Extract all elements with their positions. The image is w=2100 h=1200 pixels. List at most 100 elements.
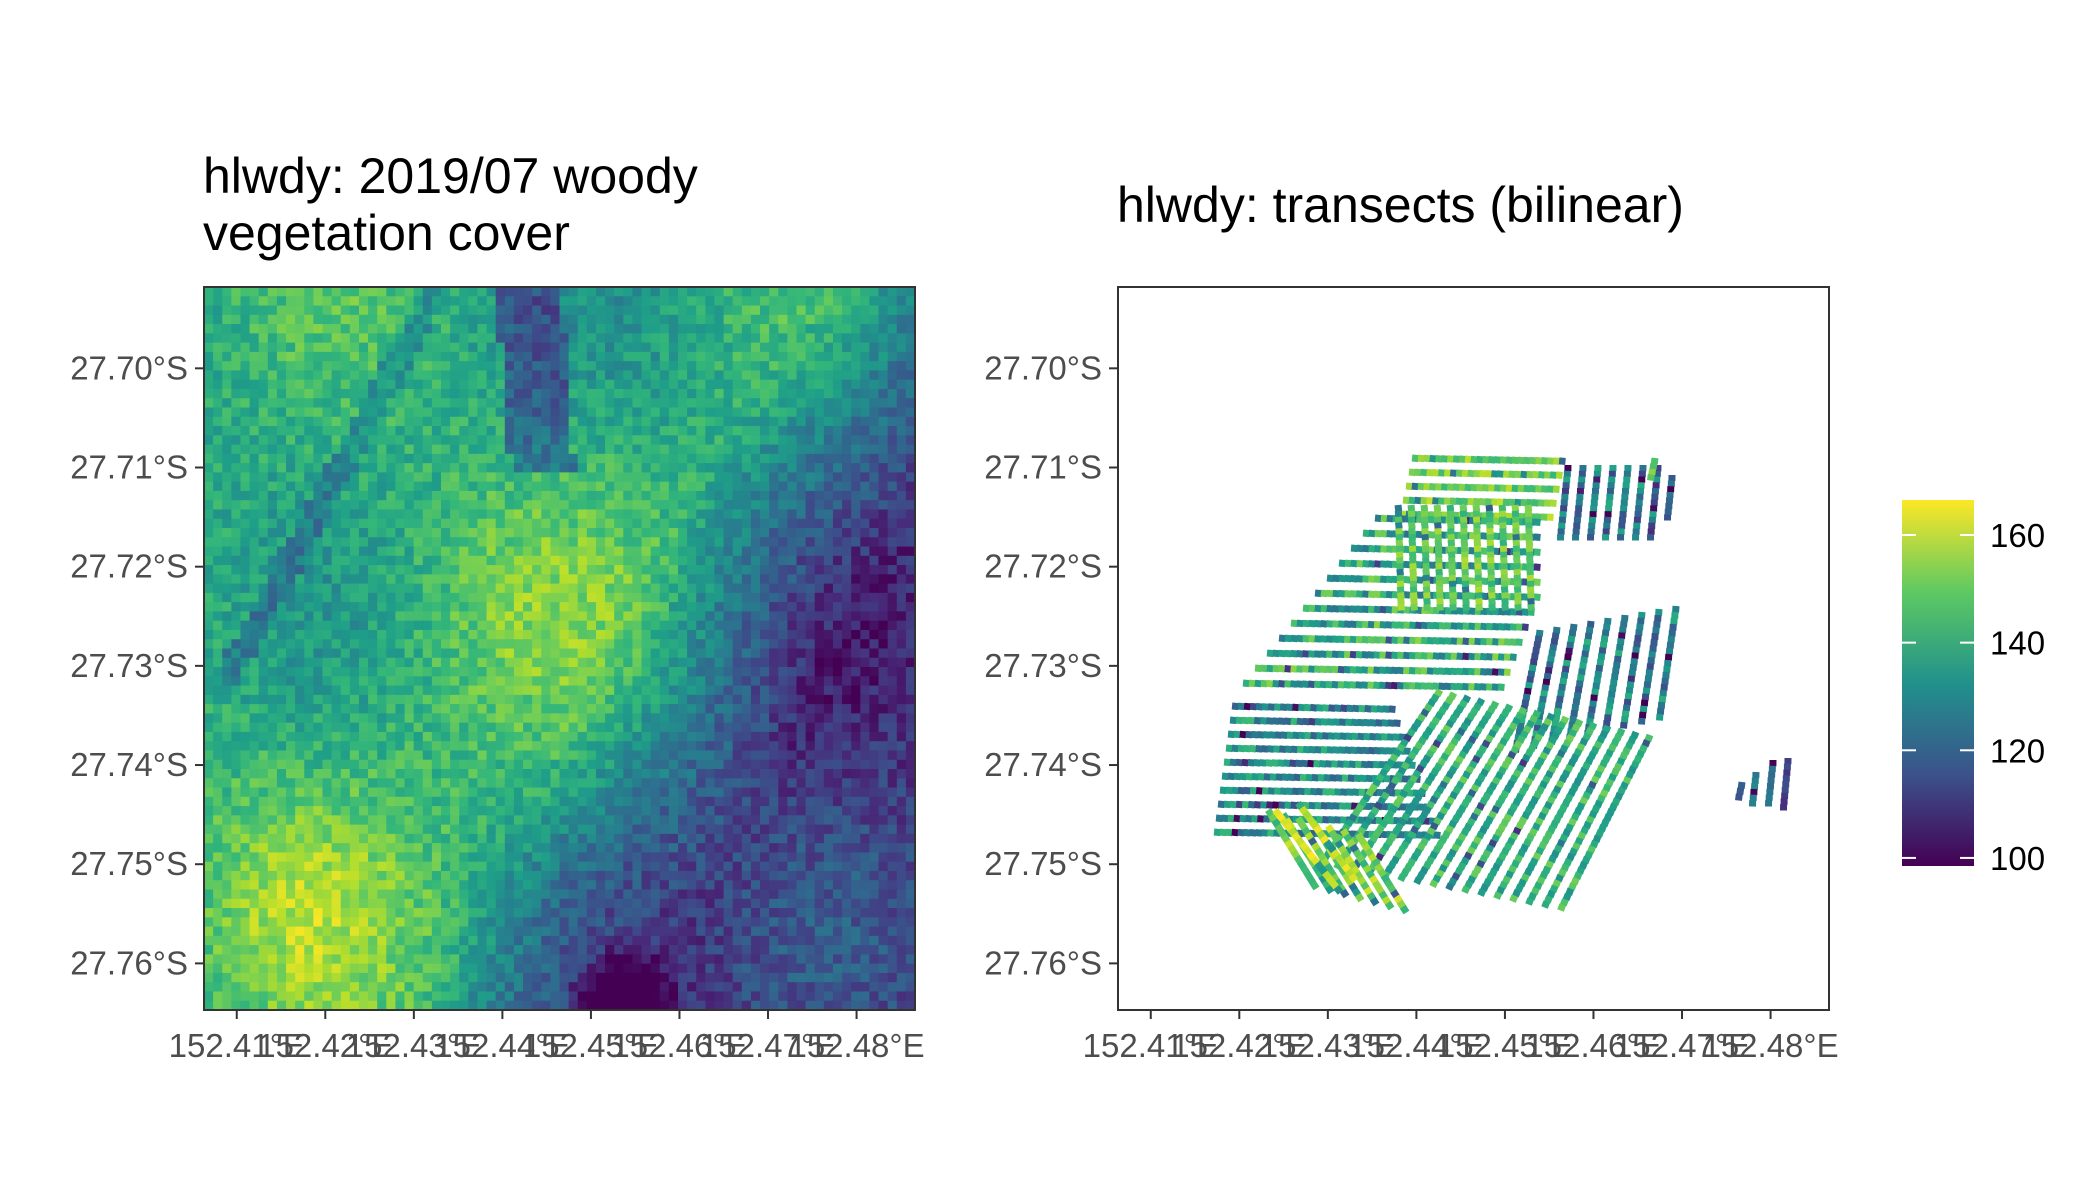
heatmap-cell	[222, 500, 232, 511]
heatmap-cell	[832, 583, 843, 594]
heatmap-cell	[213, 731, 223, 742]
heatmap-cell	[896, 463, 907, 473]
heatmap-cell	[750, 481, 761, 492]
heatmap-cell	[796, 472, 807, 483]
heatmap-cell	[668, 472, 679, 483]
heatmap-cell	[641, 676, 652, 687]
heatmap-cell	[386, 611, 397, 622]
heatmap-cell	[377, 435, 387, 446]
heatmap-cell	[760, 518, 770, 529]
heatmap-cell	[340, 296, 351, 307]
heatmap-cell	[605, 796, 615, 807]
heatmap-cell	[851, 750, 861, 761]
heatmap-cell	[349, 778, 360, 789]
heatmap-cell	[787, 333, 798, 344]
heatmap-cell	[605, 398, 615, 409]
heatmap-cell	[450, 574, 460, 585]
heatmap-cell	[668, 722, 679, 733]
heatmap-cell	[204, 731, 214, 742]
heatmap-cell	[431, 537, 442, 548]
heatmap-cell	[595, 676, 606, 687]
heatmap-cell	[340, 481, 351, 492]
heatmap-cell	[532, 287, 542, 297]
heatmap-cell	[851, 287, 861, 297]
heatmap-cell	[231, 426, 242, 436]
heatmap-cell	[459, 500, 469, 511]
heatmap-cell	[459, 602, 469, 613]
heatmap-cell	[477, 731, 488, 742]
heatmap-cell	[650, 583, 661, 594]
heatmap-cell	[404, 796, 415, 807]
heatmap-cell	[513, 407, 524, 418]
heatmap-cell	[641, 824, 652, 835]
heatmap-cell	[586, 463, 597, 473]
heatmap-cell	[586, 287, 597, 297]
heatmap-cell	[769, 379, 779, 390]
heatmap-cell	[641, 620, 652, 631]
heatmap-cell	[595, 741, 606, 752]
heatmap-cell	[532, 398, 542, 409]
heatmap-cell	[422, 314, 433, 325]
heatmap-cell	[240, 528, 251, 538]
heatmap-cell	[577, 648, 588, 659]
heatmap-cell	[331, 555, 342, 566]
heatmap-cell	[395, 833, 406, 844]
heatmap-cell	[231, 342, 242, 353]
heatmap-cell	[750, 741, 761, 752]
heatmap-cell	[823, 648, 834, 659]
heatmap-cell	[340, 611, 351, 622]
heatmap-cell	[832, 861, 843, 872]
heatmap-cell	[705, 676, 716, 687]
heatmap-cell	[787, 815, 798, 826]
heatmap-cell	[441, 806, 451, 816]
heatmap-cell	[778, 704, 788, 714]
heatmap-cell	[741, 741, 752, 752]
heatmap-cell	[523, 370, 533, 381]
heatmap-cell	[832, 333, 843, 344]
heatmap-cell	[340, 806, 351, 816]
heatmap-cell	[313, 546, 324, 557]
heatmap-cell	[213, 528, 223, 538]
heatmap-cell	[714, 592, 725, 603]
heatmap-cell	[276, 852, 287, 863]
heatmap-cell	[532, 815, 542, 826]
heatmap-cell	[687, 490, 697, 501]
heatmap-cell	[459, 815, 469, 826]
heatmap-cell	[422, 704, 433, 714]
heatmap-cell	[568, 620, 579, 631]
heatmap-cell	[586, 574, 597, 585]
heatmap-cell	[240, 602, 251, 613]
heatmap-cell	[441, 602, 451, 613]
heatmap-cell	[714, 574, 725, 585]
heatmap-cell	[559, 611, 570, 622]
heatmap-cell	[231, 833, 242, 844]
heatmap-cell	[760, 583, 770, 594]
heatmap-cell	[842, 444, 852, 455]
heatmap-cell	[349, 713, 360, 724]
heatmap-cell	[404, 750, 415, 761]
heatmap-cell	[450, 509, 460, 520]
heatmap-cell	[276, 361, 287, 372]
heatmap-cell	[805, 852, 816, 863]
heatmap-cell	[304, 759, 314, 770]
heatmap-cell	[860, 379, 871, 390]
heatmap-cell	[413, 833, 424, 844]
heatmap-cell	[696, 490, 706, 501]
heatmap-cell	[705, 685, 716, 696]
heatmap-cell	[878, 426, 889, 436]
heatmap-cell	[860, 852, 871, 863]
heatmap-cell	[887, 546, 898, 557]
heatmap-cell	[650, 500, 661, 511]
heatmap-cell	[349, 759, 360, 770]
heatmap-cell	[641, 583, 652, 594]
heatmap-cell	[340, 620, 351, 631]
heatmap-cell	[787, 611, 798, 622]
heatmap-cell	[577, 361, 588, 372]
heatmap-cell	[222, 379, 232, 390]
heatmap-cell	[732, 741, 743, 752]
heatmap-cell	[258, 463, 269, 473]
heatmap-cell	[650, 518, 661, 529]
heatmap-cell	[769, 287, 779, 297]
heatmap-cell	[823, 713, 834, 724]
heatmap-cell	[823, 333, 834, 344]
